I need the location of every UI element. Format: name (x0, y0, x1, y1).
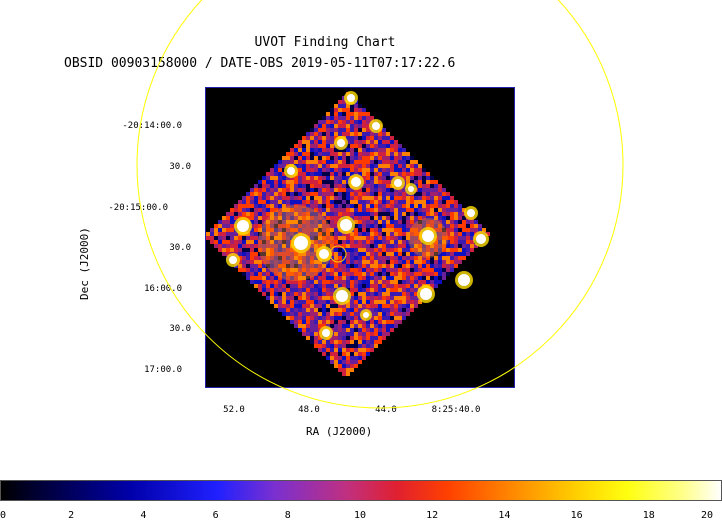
colorbar-tick-8: 8 (284, 510, 291, 521)
colorbar-tick-14: 14 (498, 510, 511, 521)
ra-tick-3: 44.0 (375, 405, 397, 415)
ra-tick-4: 8:25:40.0 (431, 405, 481, 415)
dec-tick-7: 17:00.0 (144, 365, 182, 375)
colorbar-tick-20: 20 (700, 510, 714, 521)
dec-tick-6: 30.0 (169, 324, 191, 334)
colorbar-tick-0: 0 (0, 510, 7, 521)
colorbar-tick-10: 10 (353, 510, 367, 521)
sky-image-frame (205, 87, 515, 388)
ra-axis-label: RA (J2000) (306, 425, 373, 438)
colorbar (0, 480, 722, 501)
ra-tick-2: 48.0 (298, 405, 320, 415)
chart-title: UVOT Finding Chart (254, 35, 396, 50)
colorbar-tick-18: 18 (642, 510, 655, 521)
target-source-marker (329, 245, 347, 263)
colorbar-tick-2: 2 (68, 510, 75, 521)
colorbar-tick-12: 12 (426, 510, 439, 521)
ra-tick-1: 52.0 (223, 405, 245, 415)
chart-subtitle: OBSID 00903158000 / DATE-OBS 2019-05-11T… (64, 56, 456, 71)
uvot-sky-image (206, 91, 490, 376)
dec-tick-1: -20:14:00.0 (122, 121, 182, 131)
chart-overlay (136, 0, 624, 409)
colorbar-tick-4: 4 (140, 510, 147, 521)
dec-tick-4: 30.0 (169, 243, 191, 253)
colorbar-tick-16: 16 (570, 510, 583, 521)
dec-tick-3: -20:15:00.0 (108, 203, 168, 213)
colorbar-tick-6: 6 (212, 510, 219, 521)
dec-tick-2: 30.0 (169, 162, 191, 172)
dec-tick-5: 16:00.0 (144, 284, 182, 294)
field-of-view-circle (136, 0, 624, 409)
